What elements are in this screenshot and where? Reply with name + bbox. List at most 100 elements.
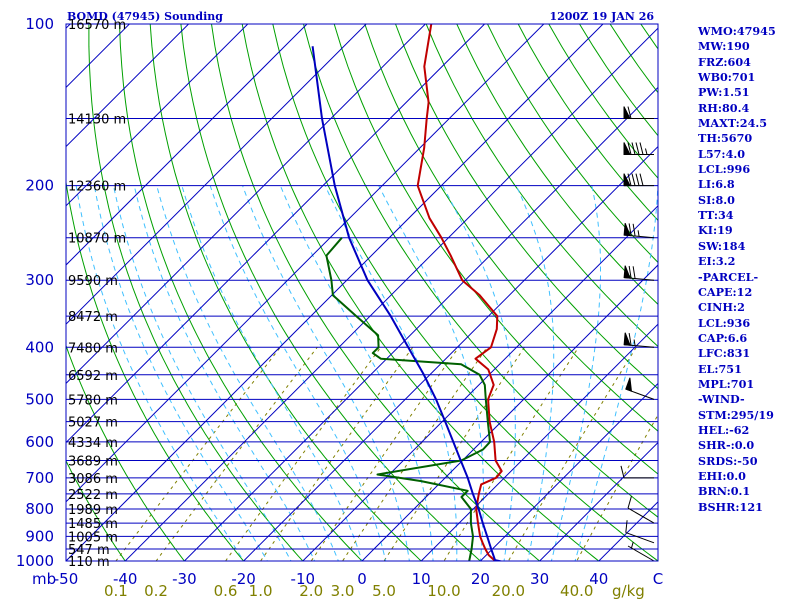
moist-adiabat <box>442 185 516 561</box>
index-item: SHR-:0.0 <box>698 438 755 453</box>
height-label: 9590 m <box>68 274 118 289</box>
index-item: SI:8.0 <box>698 192 735 207</box>
dry-adiabat <box>66 459 126 561</box>
station-title: BOMD (47945) Sounding <box>67 10 223 23</box>
moist-adiabat <box>75 185 245 561</box>
index-item: LFC:831 <box>698 346 751 361</box>
height-label: 16570 m <box>68 18 126 33</box>
parcel-line <box>311 46 504 561</box>
isotherm <box>124 27 658 561</box>
moist-adiabat <box>93 185 268 561</box>
temperature-tick-label: -10 <box>291 570 316 588</box>
wind-barb <box>623 173 654 187</box>
mixing-ratio-tick-label: 10.0 <box>427 582 460 600</box>
index-item: WB0:701 <box>698 70 756 85</box>
temperature-tick-label: 40 <box>589 570 608 588</box>
moist-adiabat <box>133 185 316 561</box>
index-item: CAPE:12 <box>698 284 753 299</box>
wind-barb <box>627 496 655 524</box>
mixing-ratio-line <box>155 346 318 561</box>
isobars <box>66 24 658 561</box>
moist-adiabat <box>378 185 484 561</box>
wind-barb <box>620 465 654 479</box>
dry-adiabat <box>272 24 658 561</box>
index-item: TH:5670 <box>698 131 753 146</box>
wind-barb <box>623 332 655 348</box>
height-label: 6592 m <box>68 369 118 384</box>
height-label: 547 m <box>68 543 110 558</box>
temperature-tick-label: 30 <box>530 570 549 588</box>
dry-adiabat <box>364 24 658 432</box>
height-label: 4334 m <box>68 436 118 451</box>
index-item: HEL:-62 <box>698 422 750 437</box>
isotherm <box>66 24 308 266</box>
temperature-tick-label: -20 <box>231 570 256 588</box>
isotherm <box>183 86 658 561</box>
index-item: FRZ:604 <box>698 54 751 69</box>
temperature-tick-label: 10 <box>412 570 431 588</box>
dry-adiabat <box>149 24 422 561</box>
mixing-ratio-line <box>310 347 460 561</box>
height-label: 5780 m <box>68 393 118 408</box>
height-label: 1989 m <box>68 503 118 518</box>
isotherm <box>479 382 658 561</box>
temperature-tick-label: 0 <box>357 570 367 588</box>
dry-adiabat <box>395 24 658 390</box>
dry-adiabat <box>425 24 658 348</box>
moist-adiabat <box>279 185 434 561</box>
wind-barb <box>625 520 655 544</box>
pressure-tick-label: 100 <box>25 15 54 33</box>
index-item: WMO:47945 <box>698 24 776 38</box>
mixing-ratio-line <box>443 347 579 561</box>
mixing-ratio-line <box>341 347 488 561</box>
height-label: 8472 m <box>68 310 118 325</box>
temperature-tick-label: -40 <box>113 570 138 588</box>
mixing-ratio-tick-label: 3.0 <box>331 582 355 600</box>
pressure-unit-label: mb <box>32 570 56 588</box>
mixing-ratio-tick-label: 0.1 <box>104 582 128 600</box>
mixing-ratio-tick-label: 1.0 <box>249 582 273 600</box>
index-item: EHI:0.0 <box>698 468 746 483</box>
index-item: SRDS:-50 <box>698 453 758 468</box>
mixing-ratio-line <box>507 347 637 561</box>
pressure-tick-label: 200 <box>25 177 54 195</box>
pressure-tick-label: 900 <box>25 527 54 545</box>
plot-frame <box>65 23 659 562</box>
wind-barbs <box>620 106 655 562</box>
index-item: L57:4.0 <box>698 146 746 161</box>
height-label: 12360 m <box>68 180 126 195</box>
index-item: PW:1.51 <box>698 85 750 100</box>
mixing-ratio-tick-label: 0.2 <box>144 582 168 600</box>
mixing-ratio-line <box>576 413 658 561</box>
index-item: EI:3.2 <box>698 254 736 269</box>
stability-indices-panel: WMO:47945 MW:190 FRZ:604 WB0:701 PW:1.51 RH:8… <box>698 24 798 515</box>
pressure-tick-label: 700 <box>25 469 54 487</box>
moist-adiabat <box>324 185 458 561</box>
moist-adiabat <box>515 185 555 561</box>
wind-barb <box>623 142 654 156</box>
isotherm <box>66 24 427 385</box>
index-item: MAXT:24.5 <box>698 116 768 131</box>
index-item: BRN:0.1 <box>698 484 751 499</box>
temperature-tick-label: -50 <box>54 570 79 588</box>
wind-barb <box>625 377 655 400</box>
mixing-ratio-tick-label: 2.0 <box>299 582 323 600</box>
index-item: STM:295/19 <box>698 407 774 422</box>
index-item: EL:751 <box>698 361 742 376</box>
isotherm <box>66 24 249 207</box>
height-label: 14130 m <box>68 113 126 128</box>
mixing-ratio-tick-label: 40.0 <box>560 582 593 600</box>
isotherm <box>66 24 367 325</box>
profile-lines <box>311 24 504 561</box>
isotherm <box>66 24 545 503</box>
isotherm <box>361 264 658 561</box>
wind-barb <box>623 222 655 239</box>
isotherm <box>66 24 486 444</box>
index-item: MPL:701 <box>698 376 755 391</box>
index-item: -WIND- <box>698 392 745 407</box>
index-item: RH:80.4 <box>698 100 750 115</box>
index-item: BSHR:121 <box>698 499 763 514</box>
